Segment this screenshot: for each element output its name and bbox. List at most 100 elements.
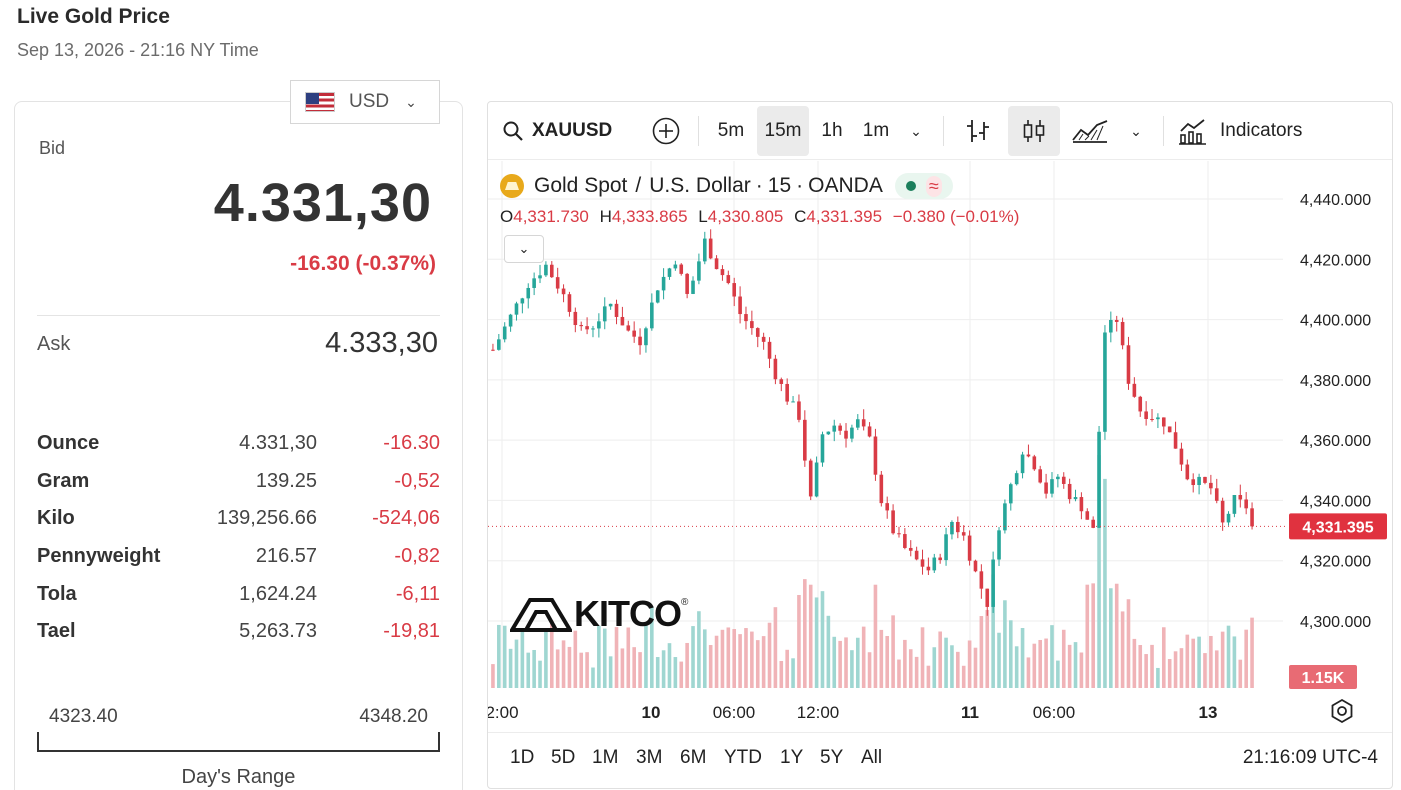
candle-body[interactable] bbox=[1161, 417, 1166, 427]
candle-body[interactable] bbox=[532, 278, 536, 288]
candle-body[interactable] bbox=[873, 436, 878, 475]
symbol-search-button[interactable]: XAUUSD bbox=[498, 106, 616, 156]
candle-body[interactable] bbox=[1173, 432, 1178, 449]
candle-body[interactable] bbox=[855, 419, 860, 428]
candle-body[interactable] bbox=[1232, 495, 1237, 514]
candle-body[interactable] bbox=[903, 534, 907, 548]
candle-body[interactable] bbox=[932, 557, 937, 571]
range-ytd[interactable]: YTD bbox=[724, 747, 762, 768]
candle-body[interactable] bbox=[655, 290, 660, 303]
candle-body[interactable] bbox=[620, 316, 625, 326]
candle-body[interactable] bbox=[832, 425, 837, 432]
interval-dropdown-chevron-icon[interactable]: ⌄ bbox=[910, 122, 922, 139]
candle-body[interactable] bbox=[1056, 476, 1060, 480]
candle-body[interactable] bbox=[597, 321, 601, 329]
candle-body[interactable] bbox=[814, 462, 819, 497]
candle-body[interactable] bbox=[956, 521, 960, 533]
candle-body[interactable] bbox=[514, 303, 519, 315]
candle-body[interactable] bbox=[502, 326, 507, 340]
candle-body[interactable] bbox=[908, 547, 913, 551]
candle-body[interactable] bbox=[1126, 345, 1131, 384]
candle-body[interactable] bbox=[779, 379, 784, 384]
candle-body[interactable] bbox=[914, 550, 919, 560]
candle-body[interactable] bbox=[1103, 332, 1107, 432]
candle-body[interactable] bbox=[1020, 454, 1025, 474]
candle-body[interactable] bbox=[938, 557, 942, 561]
candle-body[interactable] bbox=[785, 383, 789, 402]
bar-chart-type-button[interactable] bbox=[956, 106, 1000, 156]
candle-body[interactable] bbox=[573, 311, 578, 326]
candle-body[interactable] bbox=[567, 294, 572, 312]
candle-body[interactable] bbox=[1220, 500, 1225, 523]
candle-body[interactable] bbox=[555, 277, 560, 289]
candle-body[interactable] bbox=[644, 328, 648, 346]
candle-body[interactable] bbox=[755, 328, 760, 337]
candles-chart-type-button[interactable] bbox=[1008, 106, 1060, 156]
candle-body[interactable] bbox=[1138, 396, 1143, 412]
candle-body[interactable] bbox=[1114, 319, 1119, 322]
currency-select[interactable]: USD ⌄ bbox=[290, 80, 440, 124]
candle-body[interactable] bbox=[885, 503, 890, 511]
candle-body[interactable] bbox=[661, 276, 666, 291]
candle-body[interactable] bbox=[897, 533, 901, 535]
candle-body[interactable] bbox=[1214, 488, 1219, 501]
candle-body[interactable] bbox=[738, 296, 742, 315]
candle-body[interactable] bbox=[979, 571, 984, 589]
interval-1m[interactable]: 1m bbox=[862, 120, 890, 141]
range-5d[interactable]: 5D bbox=[551, 747, 576, 768]
candle-body[interactable] bbox=[1050, 479, 1054, 494]
candle-body[interactable] bbox=[702, 238, 707, 262]
candle-body[interactable] bbox=[844, 430, 848, 439]
candle-body[interactable] bbox=[1203, 476, 1207, 483]
candle-body[interactable] bbox=[1109, 319, 1113, 333]
candle-body[interactable] bbox=[685, 273, 689, 294]
candle-body[interactable] bbox=[879, 474, 884, 504]
candle-body[interactable] bbox=[1250, 508, 1254, 527]
candle-body[interactable] bbox=[1191, 479, 1196, 486]
range-all[interactable]: All bbox=[861, 747, 883, 768]
range-6m[interactable]: 6M bbox=[680, 747, 707, 768]
candle-body[interactable] bbox=[585, 326, 589, 330]
candle-body[interactable] bbox=[761, 336, 766, 342]
candle-body[interactable] bbox=[820, 434, 825, 463]
candle-body[interactable] bbox=[638, 336, 642, 346]
range-5y[interactable]: 5Y bbox=[820, 747, 844, 768]
candle-body[interactable] bbox=[526, 287, 531, 299]
area-chart-type-button[interactable] bbox=[1068, 106, 1112, 156]
candle-body[interactable] bbox=[1014, 473, 1019, 485]
candle-body[interactable] bbox=[720, 269, 725, 276]
compare-button[interactable] bbox=[646, 106, 686, 156]
candle-body[interactable] bbox=[1244, 499, 1248, 509]
candle-body[interactable] bbox=[797, 401, 801, 420]
range-1d[interactable]: 1D bbox=[510, 747, 535, 768]
candle-body[interactable] bbox=[920, 559, 925, 567]
candle-body[interactable] bbox=[803, 419, 807, 461]
candle-body[interactable] bbox=[1185, 464, 1190, 480]
candle-body[interactable] bbox=[767, 341, 772, 359]
candle-body[interactable] bbox=[1144, 411, 1148, 419]
candle-body[interactable] bbox=[950, 521, 954, 535]
range-1m[interactable]: 1M bbox=[592, 747, 619, 768]
candle-body[interactable] bbox=[1079, 497, 1084, 512]
candle-body[interactable] bbox=[1209, 482, 1213, 489]
interval-1h[interactable]: 1h bbox=[821, 120, 843, 141]
candle-body[interactable] bbox=[732, 283, 737, 297]
candle-body[interactable] bbox=[691, 280, 695, 294]
candle-body[interactable] bbox=[650, 302, 654, 329]
candle-body[interactable] bbox=[1003, 503, 1007, 531]
candle-body[interactable] bbox=[679, 264, 684, 274]
candle-body[interactable] bbox=[608, 303, 613, 307]
candle-body[interactable] bbox=[538, 275, 542, 279]
candle-body[interactable] bbox=[838, 425, 842, 431]
candle-body[interactable] bbox=[1091, 519, 1095, 528]
candle-body[interactable] bbox=[697, 261, 701, 281]
candle-body[interactable] bbox=[1132, 383, 1137, 397]
chart-clock[interactable]: 21:16:09 UTC-4 bbox=[1242, 747, 1378, 768]
candle-body[interactable] bbox=[967, 535, 972, 561]
candle-body[interactable] bbox=[520, 298, 525, 304]
candle-body[interactable] bbox=[549, 264, 554, 278]
candle-body[interactable] bbox=[544, 264, 548, 276]
candle-body[interactable] bbox=[632, 330, 636, 337]
candle-body[interactable] bbox=[997, 530, 1001, 560]
market-status-pill[interactable]: ≈ bbox=[894, 173, 953, 199]
